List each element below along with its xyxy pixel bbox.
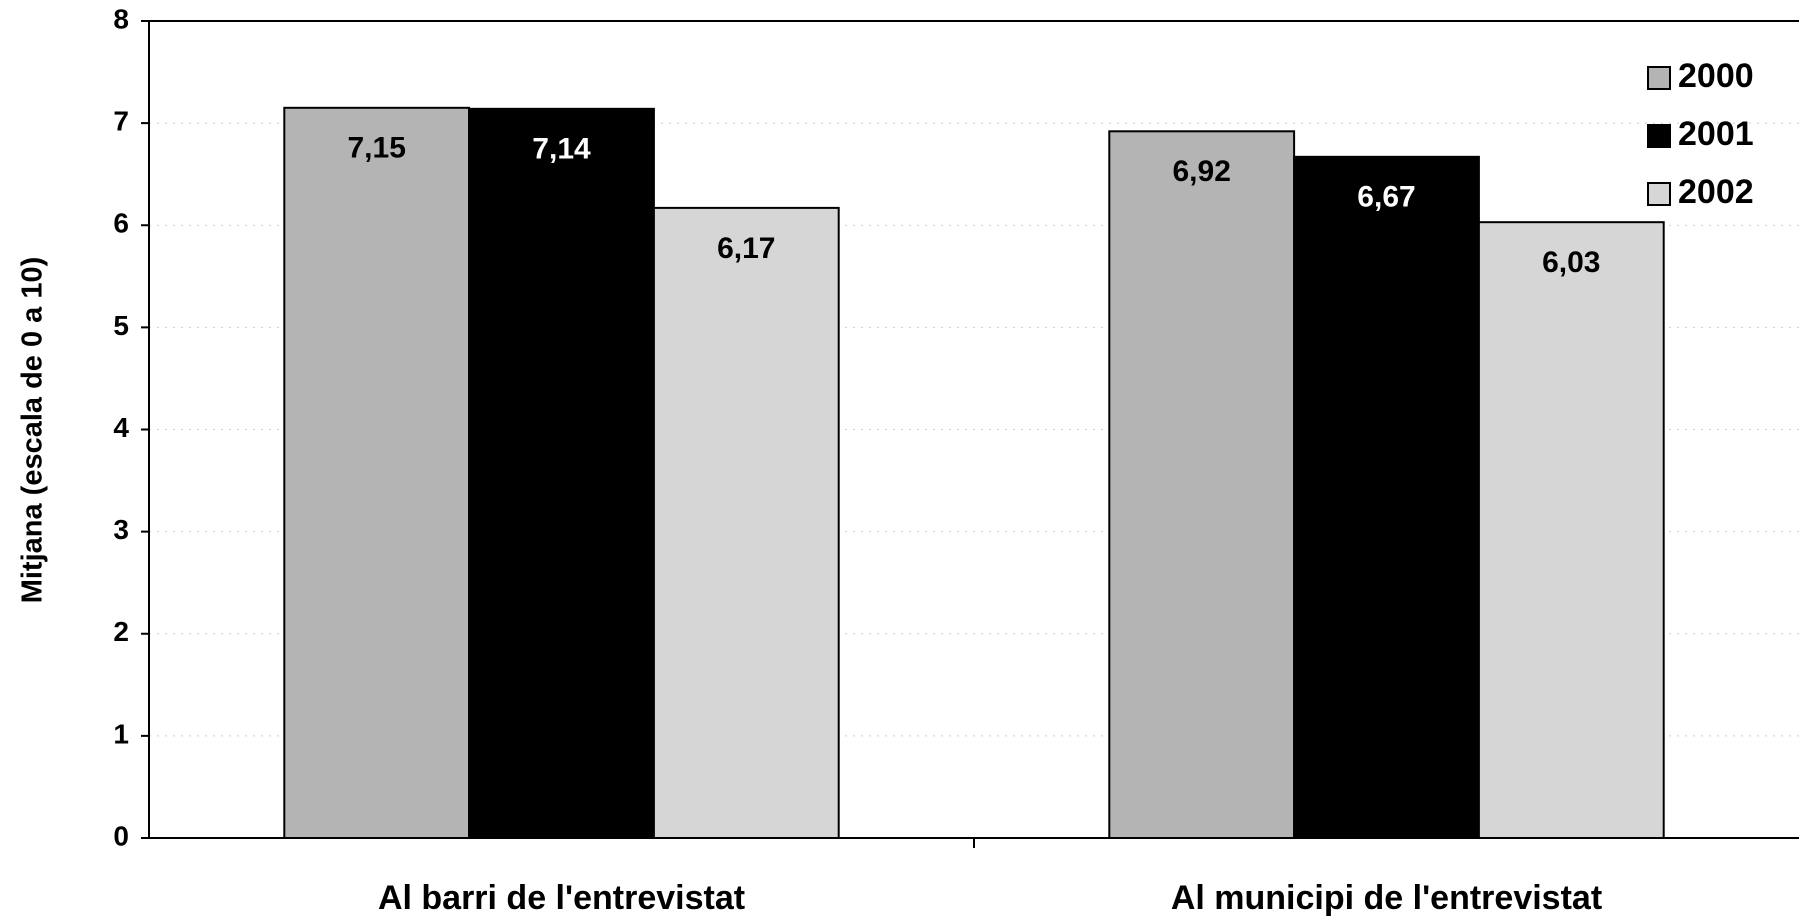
legend-label: 2000 (1678, 57, 1754, 95)
legend-swatch (1647, 124, 1671, 148)
bar (1108, 130, 1296, 840)
x-tick-label: Al barri de l'entrevistat (378, 879, 745, 917)
value-label: 6,67 (1357, 181, 1415, 214)
y-tick-label: 3 (113, 514, 129, 545)
y-tick-label: 6 (113, 208, 129, 239)
value-label: 7,14 (532, 133, 591, 166)
y-tick-label: 4 (113, 412, 129, 443)
value-label: 6,17 (717, 232, 775, 265)
value-label: 7,15 (348, 132, 406, 165)
y-tick-label: 7 (113, 106, 129, 137)
legend-swatch (1647, 66, 1671, 90)
bar (283, 106, 471, 839)
bar (468, 107, 655, 839)
value-label: 6,03 (1542, 246, 1600, 279)
value-label: 6,92 (1173, 155, 1231, 188)
y-axis-label: Mitjana (escala de 0 a 10) (17, 257, 49, 604)
y-tick-label: 2 (113, 616, 129, 647)
y-tick-label: 0 (113, 820, 129, 851)
bar (1477, 221, 1665, 839)
y-tick-label: 1 (113, 718, 129, 749)
legend-swatch (1647, 182, 1671, 206)
bar (652, 206, 840, 840)
x-tick-label: Al municipi de l'entrevistat (1171, 879, 1602, 917)
y-tick-label: 8 (113, 3, 129, 34)
y-tick-label: 5 (113, 310, 129, 341)
legend-label: 2001 (1678, 115, 1754, 153)
legend-label: 2002 (1678, 173, 1754, 211)
bar (1293, 155, 1480, 840)
